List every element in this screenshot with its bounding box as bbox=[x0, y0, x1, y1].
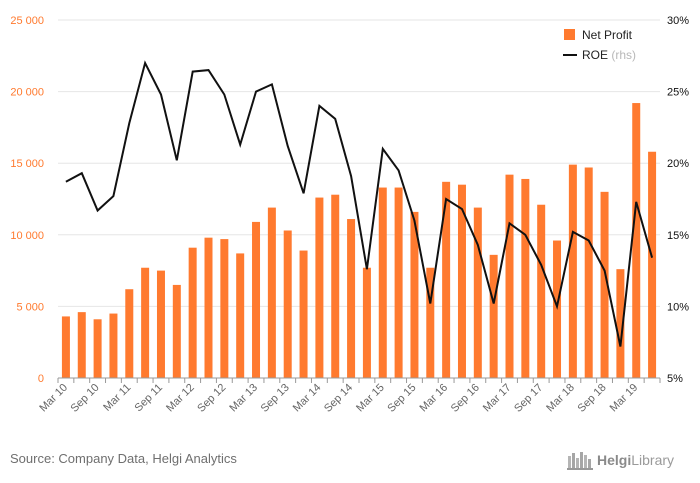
net-profit-bar bbox=[252, 221, 261, 378]
brand-name: HelgiLibrary bbox=[597, 452, 675, 468]
brand-logo: HelgiLibrary bbox=[567, 448, 674, 472]
net-profit-bars bbox=[61, 103, 657, 378]
net-profit-bar bbox=[442, 181, 451, 378]
x-tick-label: Mar 12 bbox=[164, 382, 197, 415]
net-profit-bar bbox=[489, 254, 498, 378]
x-tick-label: Mar 16 bbox=[418, 382, 451, 415]
net-profit-bar bbox=[61, 316, 70, 378]
net-profit-bar bbox=[77, 312, 86, 378]
roe-line bbox=[65, 60, 654, 347]
x-tick-label: Sep 17 bbox=[512, 382, 545, 415]
source-note: Source: Company Data, Helgi Analytics bbox=[10, 451, 237, 466]
y-right-tick-label: 10% bbox=[667, 301, 689, 313]
y-axis-right: 5% 10% 15% 20% 25% 30% bbox=[667, 15, 689, 385]
net-profit-bar bbox=[505, 174, 514, 378]
net-profit-bar bbox=[473, 207, 482, 378]
x-tick-label: Sep 10 bbox=[69, 382, 102, 415]
y-right-tick-label: 30% bbox=[667, 15, 689, 27]
y-left-tick-label: 25 000 bbox=[10, 15, 44, 27]
net-profit-bar bbox=[315, 197, 324, 378]
x-tick-label: Mar 15 bbox=[354, 382, 387, 415]
net-profit-bar bbox=[283, 230, 292, 378]
legend-swatch-net-profit bbox=[564, 29, 575, 40]
net-profit-bar bbox=[267, 207, 276, 378]
net-profit-bar bbox=[220, 239, 229, 378]
net-profit-bar bbox=[568, 164, 577, 378]
net-profit-bar bbox=[109, 313, 118, 378]
net-profit-bar bbox=[347, 219, 356, 378]
y-right-tick-label: 25% bbox=[667, 87, 689, 99]
x-tick-label: Sep 13 bbox=[259, 382, 292, 415]
x-tick-label: Sep 16 bbox=[449, 382, 482, 415]
x-tick-label: Sep 11 bbox=[133, 382, 166, 415]
legend: Net Profit ROE (rhs) bbox=[563, 28, 636, 62]
y-left-tick-label: 5 000 bbox=[16, 301, 44, 313]
net-profit-bar bbox=[204, 237, 213, 378]
y-right-tick-label: 15% bbox=[667, 230, 689, 242]
x-tick-label: Mar 10 bbox=[37, 382, 70, 415]
y-left-tick-label: 10 000 bbox=[10, 230, 44, 242]
net-profit-bar bbox=[299, 250, 308, 378]
x-tick-label: Mar 11 bbox=[101, 382, 133, 414]
net-profit-bar bbox=[93, 319, 102, 378]
net-profit-bar bbox=[584, 167, 593, 378]
net-profit-bar bbox=[457, 184, 466, 378]
y-left-tick-label: 15 000 bbox=[10, 158, 44, 170]
net-profit-bar bbox=[616, 269, 625, 378]
x-tick-label: Sep 12 bbox=[195, 382, 228, 415]
net-profit-bar bbox=[378, 187, 387, 378]
x-tick-label: Mar 17 bbox=[481, 382, 514, 415]
x-tick-label: Mar 18 bbox=[544, 382, 577, 415]
x-tick-label: Sep 15 bbox=[385, 382, 418, 415]
net-profit-bar bbox=[236, 253, 245, 378]
net-profit-bar bbox=[410, 211, 419, 378]
net-profit-bar bbox=[362, 267, 371, 378]
y-axis-left: 0 5 000 10 000 15 000 20 000 25 000 bbox=[10, 15, 44, 385]
x-tick-label: Mar 19 bbox=[608, 382, 641, 415]
legend-label-rhs: (rhs) bbox=[611, 48, 636, 62]
legend-label-roe: ROE (rhs) bbox=[582, 48, 636, 62]
roe-series-line bbox=[65, 60, 654, 347]
x-tick-label: Mar 13 bbox=[227, 382, 260, 415]
net-profit-bar bbox=[331, 194, 340, 378]
library-icon bbox=[567, 452, 593, 470]
net-profit-bar bbox=[188, 247, 197, 378]
x-tick-label: Sep 14 bbox=[322, 382, 355, 415]
net-profit-bar bbox=[172, 284, 181, 378]
net-profit-bar bbox=[648, 151, 657, 378]
net-profit-bar bbox=[600, 191, 609, 378]
y-right-tick-label: 5% bbox=[667, 373, 683, 385]
net-profit-bar bbox=[141, 267, 150, 378]
net-profit-bar bbox=[156, 270, 165, 378]
x-tick-label: Sep 18 bbox=[576, 382, 609, 415]
net-profit-bar bbox=[537, 204, 546, 378]
y-left-tick-label: 20 000 bbox=[10, 87, 44, 99]
net-profit-bar bbox=[426, 267, 435, 378]
net-profit-bar bbox=[125, 289, 134, 378]
x-tick-label: Mar 14 bbox=[291, 382, 324, 415]
y-left-tick-label: 0 bbox=[38, 373, 44, 385]
net-profit-bar bbox=[521, 178, 530, 378]
legend-label-net-profit: Net Profit bbox=[582, 28, 633, 42]
net-profit-bar bbox=[394, 187, 403, 378]
net-profit-bar bbox=[632, 103, 641, 378]
y-right-tick-label: 20% bbox=[667, 158, 689, 170]
